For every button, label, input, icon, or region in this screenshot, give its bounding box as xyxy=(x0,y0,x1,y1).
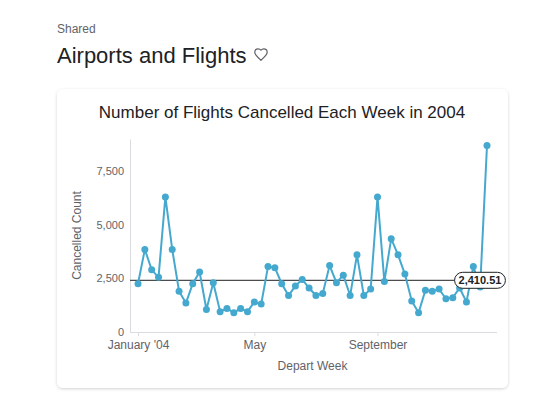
data-point[interactable] xyxy=(395,251,402,258)
data-point[interactable] xyxy=(340,272,347,279)
x-tick-label: May xyxy=(243,338,266,352)
data-point[interactable] xyxy=(449,294,456,301)
data-point[interactable] xyxy=(299,276,306,283)
y-axis-title: Cancelled Count xyxy=(70,190,84,279)
data-point[interactable] xyxy=(484,142,491,149)
reference-label: 2,410.51 xyxy=(455,272,506,288)
y-tick-label: 7,500 xyxy=(96,165,124,177)
data-point[interactable] xyxy=(436,286,443,293)
data-point[interactable] xyxy=(271,264,278,271)
data-point[interactable] xyxy=(251,298,258,305)
x-tick-label: September xyxy=(349,338,408,352)
data-point[interactable] xyxy=(176,288,183,295)
data-point[interactable] xyxy=(203,306,210,313)
data-point[interactable] xyxy=(374,193,381,200)
y-tick-label: 0 xyxy=(118,326,124,338)
y-axis: 0 2,500 5,000 7,500 xyxy=(96,140,130,339)
data-point[interactable] xyxy=(353,251,360,258)
data-point[interactable] xyxy=(155,274,162,281)
y-tick-label: 5,000 xyxy=(96,219,124,231)
data-point[interactable] xyxy=(306,285,313,292)
reference-label-text: 2,410.51 xyxy=(459,274,502,286)
x-tick: May xyxy=(243,332,266,352)
data-point[interactable] xyxy=(210,279,217,286)
data-point[interactable] xyxy=(162,193,169,200)
x-axis-title: Depart Week xyxy=(278,359,349,373)
data-point[interactable] xyxy=(217,308,224,315)
data-point[interactable] xyxy=(285,292,292,299)
data-point[interactable] xyxy=(463,298,470,305)
data-point[interactable] xyxy=(258,301,265,308)
plot-area xyxy=(130,142,499,316)
data-point[interactable] xyxy=(381,278,388,285)
data-point[interactable] xyxy=(401,271,408,278)
data-point[interactable] xyxy=(422,287,429,294)
data-point[interactable] xyxy=(360,292,367,299)
section-label: Shared xyxy=(57,22,96,36)
data-point[interactable] xyxy=(347,292,354,299)
heart-icon[interactable] xyxy=(255,49,267,60)
data-point[interactable] xyxy=(135,280,142,287)
x-baseline xyxy=(130,332,497,333)
data-point[interactable] xyxy=(429,288,436,295)
x-tick-label: January '04 xyxy=(108,338,170,352)
y-tick-label: 2,500 xyxy=(96,272,124,284)
x-tick: January '04 xyxy=(108,332,170,352)
reference-label-box xyxy=(455,272,506,288)
data-point[interactable] xyxy=(169,246,176,253)
y-tick: 0 xyxy=(118,326,130,338)
data-point[interactable] xyxy=(223,305,230,312)
y-tick: 5,000 xyxy=(96,219,130,231)
reference-line xyxy=(130,280,499,281)
chart-title: Number of Flights Cancelled Each Week in… xyxy=(99,103,465,122)
data-point[interactable] xyxy=(367,286,374,293)
data-point[interactable] xyxy=(148,266,155,273)
x-axis: January '04 May September xyxy=(108,332,488,352)
data-point[interactable] xyxy=(244,308,251,315)
data-point[interactable] xyxy=(278,280,285,287)
data-point[interactable] xyxy=(388,235,395,242)
data-point[interactable] xyxy=(333,279,340,286)
data-point[interactable] xyxy=(415,309,422,316)
data-point[interactable] xyxy=(326,262,333,269)
data-point[interactable] xyxy=(312,292,319,299)
page: Shared Airports and Flights Number of Flig… xyxy=(0,0,544,413)
data-point[interactable] xyxy=(196,268,203,275)
data-point[interactable] xyxy=(442,295,449,302)
data-point[interactable] xyxy=(189,280,196,287)
data-point[interactable] xyxy=(319,290,326,297)
data-point[interactable] xyxy=(408,297,415,304)
page-title: Airports and Flights xyxy=(57,43,247,68)
x-tick: September xyxy=(349,332,408,352)
data-point[interactable] xyxy=(182,300,189,307)
y-tick: 7,500 xyxy=(96,165,130,177)
data-point[interactable] xyxy=(265,263,272,270)
y-axis-line xyxy=(130,140,131,333)
card xyxy=(57,89,508,388)
y-tick: 2,500 xyxy=(96,272,130,284)
data-point[interactable] xyxy=(141,246,148,253)
data-point[interactable] xyxy=(230,309,237,316)
data-line xyxy=(138,145,487,312)
data-point[interactable] xyxy=(237,305,244,312)
data-point[interactable] xyxy=(292,282,299,289)
data-point[interactable] xyxy=(470,263,477,270)
